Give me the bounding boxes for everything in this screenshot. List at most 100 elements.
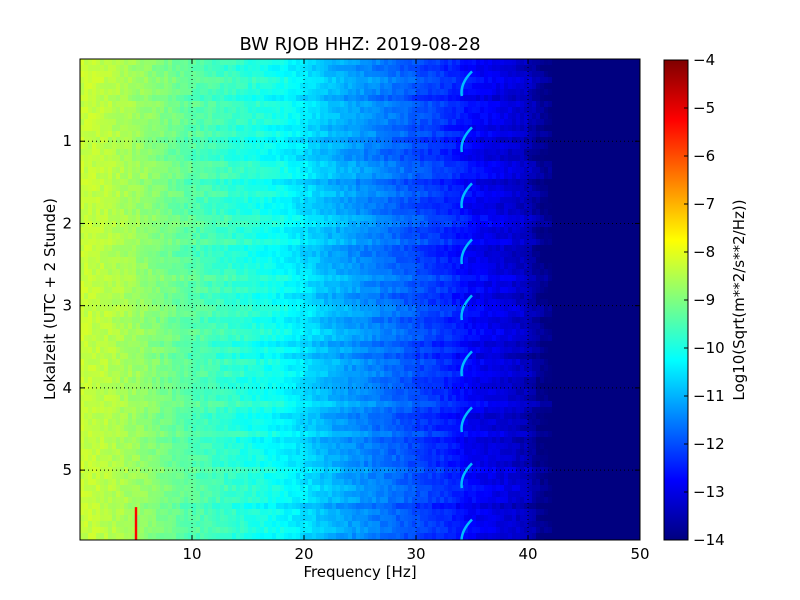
heatmap-cell bbox=[396, 245, 401, 252]
heatmap-cell bbox=[288, 185, 293, 192]
heatmap-cell bbox=[584, 59, 589, 66]
heatmap-cell bbox=[588, 191, 593, 198]
heatmap-cell bbox=[220, 227, 225, 234]
heatmap-cell bbox=[268, 215, 273, 222]
heatmap-cell bbox=[336, 179, 341, 186]
heatmap-cell bbox=[296, 113, 301, 120]
heatmap-cell bbox=[312, 179, 317, 186]
heatmap-cell bbox=[272, 167, 277, 174]
heatmap-cell bbox=[372, 131, 377, 138]
heatmap-cell bbox=[128, 155, 133, 162]
heatmap-cell bbox=[180, 233, 185, 240]
heatmap-cell bbox=[564, 179, 569, 186]
heatmap-cell bbox=[564, 119, 569, 126]
heatmap-cell bbox=[436, 179, 441, 186]
heatmap-cell bbox=[160, 215, 165, 222]
heatmap-cell bbox=[636, 221, 640, 228]
heatmap-cell bbox=[536, 221, 541, 228]
heatmap-cell bbox=[444, 251, 449, 258]
heatmap-cell bbox=[200, 95, 205, 102]
heatmap-cell bbox=[204, 113, 209, 120]
heatmap-cell bbox=[224, 119, 229, 126]
heatmap-cell bbox=[484, 179, 489, 186]
heatmap-cell bbox=[268, 155, 273, 162]
heatmap-cell bbox=[220, 203, 225, 210]
heatmap-cell bbox=[304, 233, 309, 240]
heatmap-cell bbox=[164, 203, 169, 210]
heatmap-cell bbox=[344, 113, 349, 120]
heatmap-cell bbox=[440, 191, 445, 198]
heatmap-cell bbox=[180, 113, 185, 120]
heatmap-cell bbox=[344, 233, 349, 240]
heatmap-cell bbox=[188, 89, 193, 96]
heatmap-cell bbox=[448, 203, 453, 210]
heatmap-cell bbox=[596, 191, 601, 198]
heatmap-cell bbox=[428, 89, 433, 96]
heatmap-cell bbox=[116, 71, 121, 78]
heatmap-cell bbox=[148, 155, 153, 162]
heatmap-cell bbox=[208, 155, 213, 162]
heatmap-cell bbox=[636, 125, 640, 132]
heatmap-cell bbox=[108, 131, 113, 138]
heatmap-cell bbox=[156, 185, 161, 192]
heatmap-cell bbox=[412, 239, 417, 246]
heatmap-cell bbox=[372, 173, 377, 180]
heatmap-cell bbox=[340, 269, 345, 276]
heatmap-cell bbox=[592, 149, 597, 156]
heatmap-cell bbox=[184, 179, 189, 186]
heatmap-cell bbox=[492, 221, 497, 228]
heatmap-cell bbox=[488, 119, 493, 126]
heatmap-cell bbox=[132, 215, 137, 222]
heatmap-cell bbox=[488, 77, 493, 84]
heatmap-cell bbox=[588, 161, 593, 168]
heatmap-cell bbox=[124, 131, 129, 138]
heatmap-cell bbox=[544, 227, 549, 234]
heatmap-cell bbox=[252, 185, 257, 192]
heatmap-cell bbox=[364, 119, 369, 126]
heatmap-cell bbox=[544, 191, 549, 198]
heatmap-cell bbox=[376, 131, 381, 138]
heatmap-cell bbox=[240, 215, 245, 222]
heatmap-cell bbox=[276, 245, 281, 252]
heatmap-cell bbox=[80, 251, 85, 258]
heatmap-cell bbox=[280, 251, 285, 258]
heatmap-cell bbox=[196, 137, 201, 144]
heatmap-cell bbox=[196, 71, 201, 78]
heatmap-cell bbox=[624, 161, 629, 168]
heatmap-cell bbox=[228, 149, 233, 156]
heatmap-cell bbox=[196, 155, 201, 162]
heatmap-cell bbox=[196, 89, 201, 96]
heatmap-cell bbox=[320, 245, 325, 252]
heatmap-cell bbox=[244, 59, 249, 66]
heatmap-cell bbox=[524, 149, 529, 156]
heatmap-cell bbox=[112, 179, 117, 186]
heatmap-cell bbox=[292, 143, 297, 150]
heatmap-cell bbox=[168, 83, 173, 90]
heatmap-cell bbox=[468, 77, 473, 84]
heatmap-cell bbox=[148, 143, 153, 150]
heatmap-cell bbox=[288, 95, 293, 102]
heatmap-cell bbox=[132, 89, 137, 96]
heatmap-cell bbox=[420, 149, 425, 156]
heatmap-cell bbox=[332, 113, 337, 120]
heatmap-cell bbox=[184, 173, 189, 180]
heatmap-cell bbox=[80, 89, 85, 96]
heatmap-cell bbox=[404, 203, 409, 210]
heatmap-cell bbox=[432, 161, 437, 168]
heatmap-cell bbox=[296, 59, 301, 66]
heatmap-cell bbox=[132, 191, 137, 198]
heatmap-cell bbox=[576, 83, 581, 90]
heatmap-cell bbox=[400, 89, 405, 96]
heatmap-cell bbox=[564, 263, 569, 270]
heatmap-cell bbox=[548, 191, 553, 198]
heatmap-cell bbox=[528, 233, 533, 240]
heatmap-cell bbox=[364, 101, 369, 108]
heatmap-cell bbox=[532, 197, 537, 204]
heatmap-cell bbox=[508, 77, 513, 84]
heatmap-cell bbox=[464, 215, 469, 222]
heatmap-cell bbox=[128, 77, 133, 84]
heatmap-cell bbox=[616, 89, 621, 96]
heatmap-cell bbox=[136, 251, 141, 258]
heatmap-cell bbox=[356, 161, 361, 168]
heatmap-cell bbox=[180, 209, 185, 216]
